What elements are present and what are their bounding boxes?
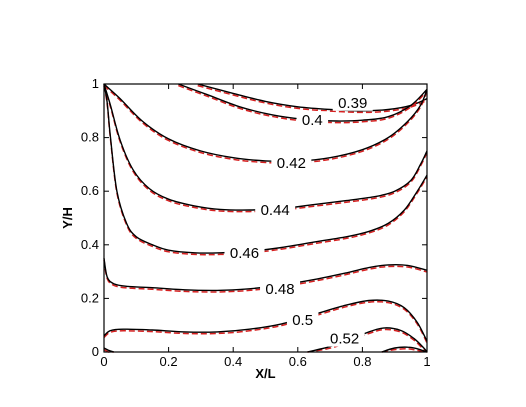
contour-label: 0.52 (330, 331, 359, 348)
y-tick-label: 0 (92, 344, 99, 359)
x-tick-label: 0.4 (224, 354, 242, 369)
y-tick-label: 0.2 (81, 290, 99, 305)
y-tick-label: 0.8 (81, 130, 99, 145)
contour-lines (103, 83, 428, 353)
contour-label-knockout (271, 154, 312, 172)
contour-solid-line (197, 83, 428, 112)
y-tick-label: 0.6 (81, 183, 99, 198)
contour-solid-line (103, 83, 428, 211)
x-axis-title: X/L (255, 366, 275, 381)
x-tick-label: 0.2 (160, 354, 178, 369)
contour-label-knockout (260, 280, 301, 298)
contour-solid-line (381, 346, 428, 353)
contour-dashed-line (103, 259, 428, 293)
contour-label-knockout (286, 310, 319, 328)
y-tick-label: 0.4 (81, 237, 99, 252)
contour-label-knockout (296, 111, 329, 129)
contour-labels: 0.39 0.4 0.42 0.44 0.46 0.48 0.5 0.52 (224, 93, 373, 348)
contour-label: 0.5 (292, 312, 313, 329)
x-tick-label: 1 (423, 354, 430, 369)
contour-solid-line (103, 83, 428, 254)
contour-dashed-line (103, 300, 428, 344)
contour-label: 0.48 (265, 281, 294, 298)
contour-solid-line (103, 258, 428, 292)
contour-label: 0.46 (230, 245, 259, 262)
contour-label: 0.42 (277, 155, 306, 172)
y-axis: 0 0.2 0.4 0.6 0.8 1 (81, 76, 427, 359)
contour-label: 0.44 (261, 202, 290, 219)
y-tick-label: 1 (92, 76, 99, 91)
contour-dashed-line (381, 348, 428, 353)
plot-frame (103, 83, 428, 353)
contour-label: 0.39 (338, 95, 367, 112)
x-axis: 0 0.2 0.4 0.6 0.8 1 (100, 84, 431, 369)
x-tick-label: 0.8 (353, 354, 371, 369)
x-tick-label: 0.6 (289, 354, 307, 369)
contour-label-knockout (255, 200, 296, 218)
contour-label-knockout (324, 329, 365, 347)
contour-label: 0.4 (302, 112, 323, 129)
contour-solid-line (103, 299, 428, 342)
contour-label-knockout (332, 93, 373, 111)
y-axis-title: Y/H (60, 207, 75, 229)
x-tick-label: 0 (100, 354, 107, 369)
contour-dashed-line (197, 84, 428, 114)
contour-label-knockout (224, 243, 265, 261)
